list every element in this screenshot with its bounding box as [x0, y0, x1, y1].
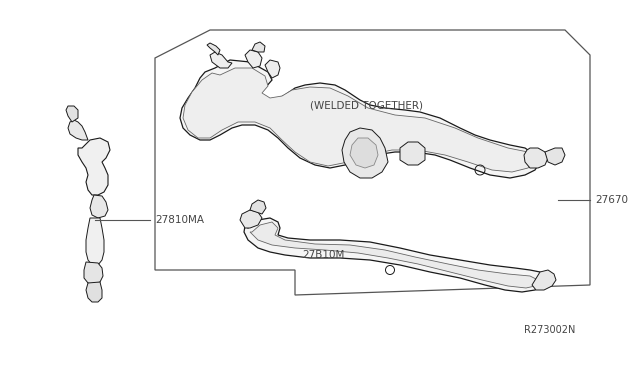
Polygon shape [78, 138, 110, 195]
Polygon shape [240, 210, 262, 228]
Polygon shape [84, 262, 103, 285]
Text: 27810MA: 27810MA [155, 215, 204, 225]
Polygon shape [86, 282, 102, 302]
Polygon shape [252, 42, 265, 52]
Polygon shape [250, 222, 538, 288]
Polygon shape [265, 60, 280, 78]
Polygon shape [86, 218, 104, 265]
Polygon shape [207, 43, 220, 55]
Text: R273002N: R273002N [524, 325, 575, 335]
Polygon shape [210, 52, 232, 68]
Polygon shape [350, 138, 378, 168]
Polygon shape [183, 68, 535, 172]
Polygon shape [90, 195, 108, 218]
Polygon shape [524, 148, 548, 168]
Text: (WELDED TOGETHER): (WELDED TOGETHER) [310, 100, 423, 110]
Polygon shape [68, 120, 88, 140]
Polygon shape [545, 148, 565, 165]
Polygon shape [245, 50, 262, 68]
Polygon shape [532, 270, 556, 290]
Text: 27B10M: 27B10M [302, 250, 344, 260]
Polygon shape [250, 200, 266, 214]
Polygon shape [244, 218, 545, 292]
Polygon shape [400, 142, 425, 165]
Polygon shape [180, 60, 540, 178]
Polygon shape [66, 106, 78, 122]
Text: 27670: 27670 [595, 195, 628, 205]
Polygon shape [342, 128, 388, 178]
